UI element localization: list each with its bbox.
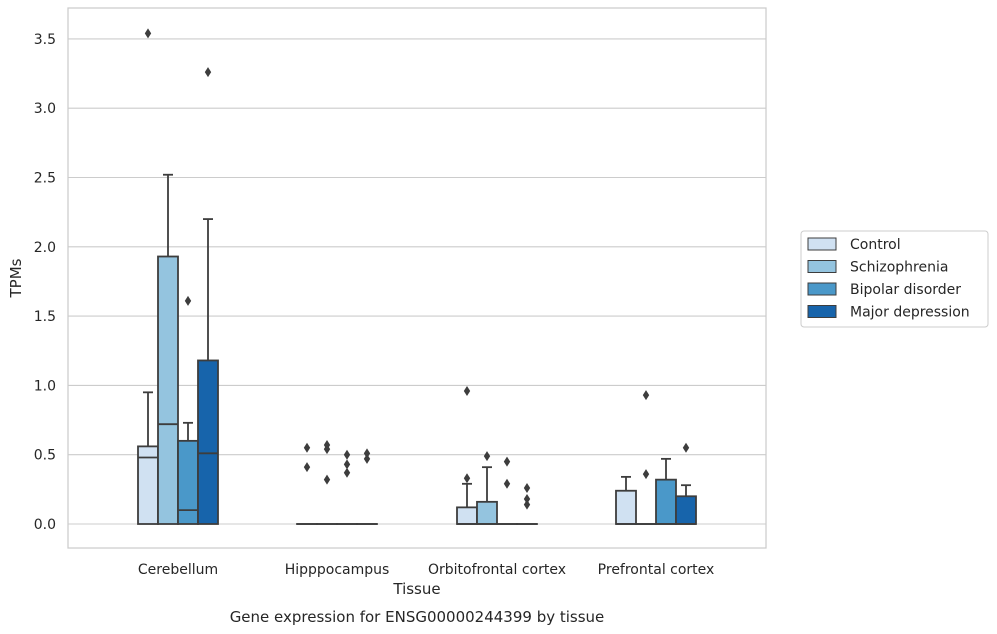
legend-swatch	[807, 260, 837, 273]
outlier-point	[303, 442, 311, 453]
box-schizophrenia	[316, 439, 338, 525]
x-axis-label: Tissue	[392, 580, 440, 598]
outlier-point	[503, 456, 511, 467]
legend-label: Major depression	[850, 305, 970, 321]
outlier-point	[463, 473, 471, 484]
legend-label: Schizophrenia	[850, 260, 948, 276]
legend-swatch	[807, 237, 837, 251]
box-control	[137, 28, 159, 525]
box-schizophrenia	[635, 390, 657, 525]
legend-swatch	[807, 282, 837, 296]
y-tick-label: 3.0	[34, 101, 56, 117]
box-major-depression	[197, 67, 219, 525]
y-tick-label: 3.5	[34, 32, 56, 48]
outlier-point	[682, 442, 690, 453]
legend-swatch	[807, 305, 837, 318]
outlier-point	[323, 474, 331, 485]
box-control	[615, 475, 637, 525]
legend-entries: Control Schizophrenia Bipolar disorder Majo…	[807, 237, 970, 321]
box-major-depression	[675, 442, 697, 525]
outlier-point	[523, 499, 531, 510]
outlier-point	[343, 467, 351, 478]
outlier-point	[144, 28, 152, 39]
x-tick-label: Prefrontal cortex	[598, 562, 715, 578]
outlier-point	[303, 462, 311, 473]
box-major-depression	[356, 448, 378, 525]
outlier-point	[642, 390, 650, 401]
outlier-point	[642, 469, 650, 480]
legend: Control Schizophrenia Bipolar disorder Majo…	[800, 230, 989, 328]
plot-frame	[67, 7, 767, 549]
outlier-point	[184, 295, 192, 306]
x-tick-labels: Cerebellum Hipppocampus Orbitofrontal cort…	[138, 562, 714, 578]
box-body	[456, 506, 478, 525]
outlier-point	[323, 439, 331, 450]
box-bipolar-disorder	[655, 457, 677, 525]
outlier-point	[503, 478, 511, 489]
box-control	[456, 385, 478, 525]
x-tick-label: Hipppocampus	[285, 562, 390, 578]
outlier-point	[343, 449, 351, 460]
figure-caption: Gene expression for ENSG00000244399 by t…	[230, 608, 605, 626]
boxes	[137, 28, 697, 525]
y-tick-label: 1.0	[34, 378, 56, 394]
box-body	[197, 359, 219, 525]
outlier-point	[483, 451, 491, 462]
y-tick-label: 1.5	[34, 309, 56, 325]
box-body	[655, 478, 677, 525]
outlier-point	[363, 453, 371, 464]
outlier-point	[204, 67, 212, 78]
box-body	[157, 255, 179, 525]
y-tick-label: 0.0	[34, 517, 56, 533]
box-schizophrenia	[476, 451, 498, 525]
outlier-point	[343, 459, 351, 470]
box-bipolar-disorder	[496, 456, 518, 525]
box-body	[675, 495, 697, 525]
outlier-point	[463, 385, 471, 396]
x-tick-label: Cerebellum	[138, 562, 218, 578]
y-axis-label: TPMs	[7, 258, 25, 298]
outlier-point	[363, 448, 371, 459]
box-body	[476, 500, 498, 525]
y-tick-label: 2.0	[34, 240, 56, 256]
y-tick-label: 2.5	[34, 171, 56, 187]
legend-frame	[800, 230, 989, 328]
box-bipolar-disorder	[177, 295, 199, 525]
outlier-point	[523, 494, 531, 505]
y-tick-labels: 0.0 0.5 1.0 1.5 2.0 2.5 3.0 3.5	[34, 32, 56, 533]
y-tick-label: 0.5	[34, 448, 56, 464]
box-body	[177, 439, 199, 525]
legend-label: Control	[850, 237, 901, 253]
box-schizophrenia	[157, 173, 179, 525]
outlier-point	[523, 482, 531, 493]
legend-label: Bipolar disorder	[850, 282, 961, 298]
x-tick-label: Orbitofrontal cortex	[428, 562, 566, 578]
box-body	[615, 489, 637, 525]
box-major-depression	[516, 482, 538, 525]
box-bipolar-disorder	[336, 449, 358, 525]
